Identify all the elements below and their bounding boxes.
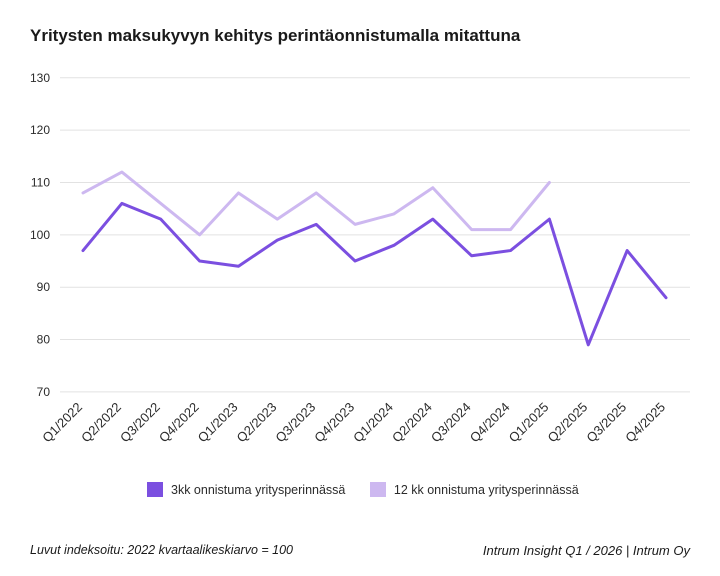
svg-text:Q2/2022: Q2/2022: [78, 399, 124, 445]
svg-text:90: 90: [37, 280, 51, 294]
svg-text:100: 100: [30, 228, 50, 242]
svg-text:Q3/2022: Q3/2022: [117, 399, 163, 445]
svg-text:Q1/2023: Q1/2023: [195, 399, 241, 445]
svg-text:Q2/2023: Q2/2023: [234, 399, 280, 445]
svg-text:Q3/2025: Q3/2025: [583, 399, 629, 445]
svg-text:Q1/2025: Q1/2025: [506, 399, 552, 445]
svg-text:Q3/2024: Q3/2024: [428, 399, 474, 445]
svg-text:Q4/2025: Q4/2025: [622, 399, 668, 445]
svg-text:Q2/2024: Q2/2024: [389, 399, 435, 445]
svg-text:Q1/2022: Q1/2022: [39, 399, 85, 445]
svg-text:Q4/2023: Q4/2023: [311, 399, 357, 445]
svg-text:Q3/2023: Q3/2023: [272, 399, 318, 445]
svg-text:80: 80: [37, 333, 51, 347]
svg-text:Q2/2025: Q2/2025: [545, 399, 591, 445]
svg-text:70: 70: [37, 385, 51, 399]
svg-text:110: 110: [31, 176, 50, 190]
svg-text:Q1/2024: Q1/2024: [350, 399, 396, 445]
svg-text:120: 120: [30, 123, 50, 137]
svg-text:Q4/2024: Q4/2024: [467, 399, 513, 445]
svg-text:Q4/2022: Q4/2022: [156, 399, 202, 445]
svg-text:130: 130: [30, 71, 50, 85]
